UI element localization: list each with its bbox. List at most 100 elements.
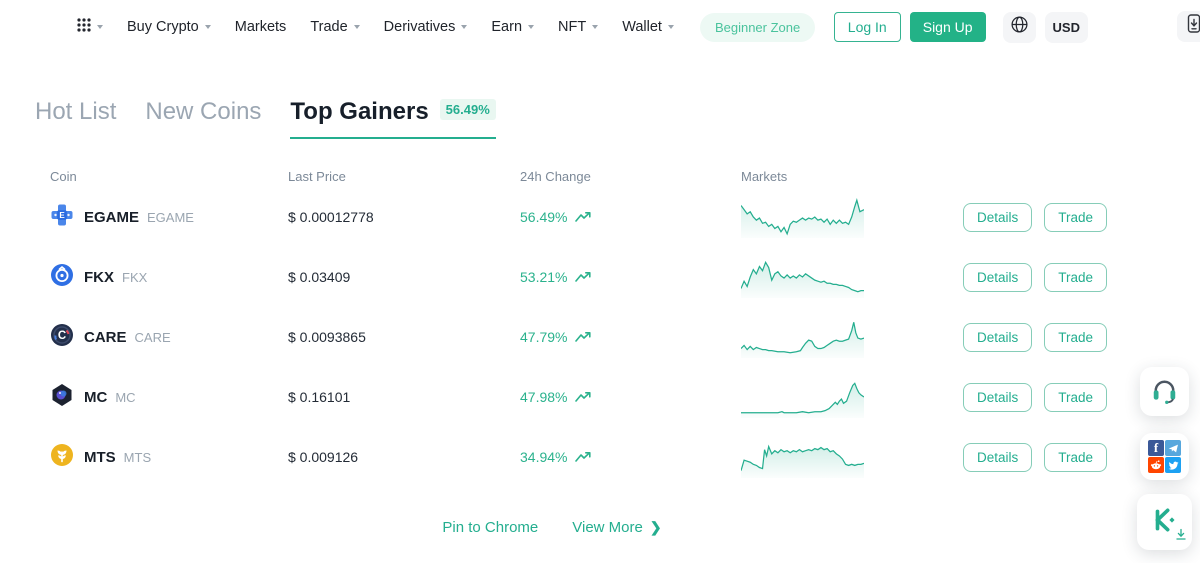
- last-price: $ 0.0093865: [288, 329, 366, 345]
- signup-button[interactable]: Sign Up: [909, 12, 986, 42]
- last-price: $ 0.00012778: [288, 209, 374, 225]
- nav-item-label: Markets: [234, 19, 287, 35]
- nav-item-wallet[interactable]: Wallet: [622, 19, 674, 35]
- table-row[interactable]: FKX FKX $ 0.03409 53.21% Details Trade: [50, 247, 1108, 307]
- login-button[interactable]: Log In: [833, 12, 901, 42]
- nav-item-earn[interactable]: Earn: [491, 19, 535, 35]
- twitter-icon[interactable]: [1165, 457, 1181, 473]
- headset-icon: [1149, 374, 1180, 410]
- kucoin-app-download-button[interactable]: [1137, 494, 1192, 550]
- table-row[interactable]: E EGAME EGAME $ 0.00012778 56.49% Details Tra…: [50, 187, 1108, 247]
- table-header-row: Coin Last Price 24h Change Markets: [50, 165, 1104, 187]
- column-header-markets: Markets: [741, 168, 788, 184]
- nav-item-label: Trade: [310, 19, 348, 35]
- nav-item-label: Wallet: [622, 19, 662, 35]
- language-selector[interactable]: [1002, 11, 1036, 43]
- change-percent: 56.49%: [520, 209, 568, 225]
- coin-icon: C: [50, 323, 84, 352]
- coin-cell: MC MC: [50, 383, 288, 412]
- globe-icon: [1010, 15, 1029, 39]
- caret-down-icon: [353, 25, 360, 29]
- price-sparkline: [741, 260, 864, 298]
- trade-button[interactable]: Trade: [1044, 322, 1108, 352]
- app-download-button[interactable]: [1177, 11, 1200, 42]
- details-button[interactable]: Details: [963, 382, 1033, 412]
- coin-symbol: CARE: [84, 328, 127, 346]
- trend-up-icon: [575, 451, 592, 462]
- trend-up-icon: [575, 271, 592, 282]
- price-sparkline: [741, 198, 864, 238]
- change-cell: 47.98%: [520, 389, 741, 405]
- tab-new-coins[interactable]: New Coins: [145, 98, 262, 125]
- nav-item-label: NFT: [558, 19, 587, 35]
- coin-full-name: MTS: [123, 449, 152, 465]
- change-percent: 47.98%: [520, 389, 568, 405]
- change-percent: 34.94%: [520, 449, 568, 465]
- details-button[interactable]: Details: [963, 322, 1033, 352]
- nav-item-derivatives[interactable]: Derivatives: [384, 19, 468, 35]
- beginner-zone-badge[interactable]: Beginner Zone: [699, 12, 816, 42]
- social-share-button[interactable]: f: [1140, 433, 1189, 480]
- nav-item-trade[interactable]: Trade: [310, 19, 360, 35]
- column-header-coin: Coin: [50, 168, 77, 184]
- app-download-icon: [1184, 13, 1200, 40]
- change-percent: 53.21%: [520, 269, 568, 285]
- caret-down-icon: [204, 25, 211, 29]
- pin-to-chrome-link[interactable]: Pin to Chrome: [442, 519, 539, 536]
- table-footer: Pin to Chrome View More ❯: [0, 519, 1104, 536]
- nav-item-label: Derivatives: [383, 19, 456, 35]
- last-price: $ 0.03409: [288, 269, 351, 285]
- trade-button[interactable]: Trade: [1044, 442, 1108, 472]
- price-sparkline: [741, 322, 864, 358]
- facebook-icon[interactable]: f: [1148, 440, 1164, 456]
- coin-symbol: MTS: [84, 448, 116, 466]
- tab-label: Top Gainers: [290, 98, 429, 125]
- tab-hot-list[interactable]: Hot List: [35, 98, 117, 125]
- view-more-label: View More: [572, 519, 643, 536]
- support-chat-button[interactable]: [1140, 367, 1189, 416]
- change-percent: 47.79%: [520, 329, 568, 345]
- table-row[interactable]: MC MC $ 0.16101 47.98% Details Trade: [50, 367, 1108, 427]
- table-row[interactable]: C CARE CARE $ 0.0093865 47.79% Details Trade: [50, 307, 1108, 367]
- nav-item-nft[interactable]: NFT: [558, 19, 599, 35]
- change-cell: 34.94%: [520, 449, 741, 465]
- details-button[interactable]: Details: [963, 442, 1033, 472]
- reddit-icon[interactable]: [1148, 457, 1164, 473]
- caret-down-icon: [461, 25, 468, 29]
- nav-item-label: Earn: [491, 19, 523, 35]
- currency-selector[interactable]: USD: [1044, 11, 1088, 43]
- last-price: $ 0.16101: [288, 389, 351, 405]
- actions-cell: Details Trade: [963, 262, 1108, 292]
- view-more-link[interactable]: View More ❯: [572, 519, 661, 536]
- price-sparkline: [741, 444, 864, 478]
- actions-cell: Details Trade: [963, 202, 1108, 232]
- top-gainer-percent-badge: 56.49%: [439, 98, 496, 120]
- column-header-last-price: Last Price: [288, 168, 346, 184]
- price-sparkline: [741, 382, 864, 418]
- tab-top-gainers[interactable]: Top Gainers 56.49%: [290, 98, 496, 139]
- nav-item-markets[interactable]: Markets: [235, 19, 287, 35]
- actions-cell: Details Trade: [963, 322, 1108, 352]
- kucoin-logo-icon: [1150, 505, 1180, 540]
- coin-icon: [50, 263, 84, 292]
- details-button[interactable]: Details: [963, 202, 1033, 232]
- download-arrow-icon: [1175, 528, 1187, 546]
- app-launcher-menu[interactable]: [76, 17, 103, 38]
- telegram-icon[interactable]: [1165, 440, 1181, 456]
- trend-up-icon: [575, 391, 592, 402]
- trade-button[interactable]: Trade: [1044, 202, 1108, 232]
- column-header-24h-change: 24h Change: [520, 168, 591, 184]
- nav-item-buy-crypto[interactable]: Buy Crypto: [127, 19, 211, 35]
- markets-cell: [741, 196, 963, 238]
- details-button[interactable]: Details: [963, 262, 1033, 292]
- coin-cell: MTS MTS: [50, 443, 288, 472]
- gainers-table: Coin Last Price 24h Change Markets E EGA…: [50, 165, 1108, 487]
- coin-cell: E EGAME EGAME: [50, 203, 288, 232]
- top-navigation: Buy Crypto Markets Trade Derivatives Ear…: [0, 0, 1200, 54]
- caret-down-icon: [592, 25, 599, 29]
- trade-button[interactable]: Trade: [1044, 262, 1108, 292]
- trade-button[interactable]: Trade: [1044, 382, 1108, 412]
- nav-item-label: Buy Crypto: [127, 19, 199, 35]
- trend-up-icon: [575, 211, 592, 222]
- table-row[interactable]: MTS MTS $ 0.009126 34.94% Details Trade: [50, 427, 1108, 487]
